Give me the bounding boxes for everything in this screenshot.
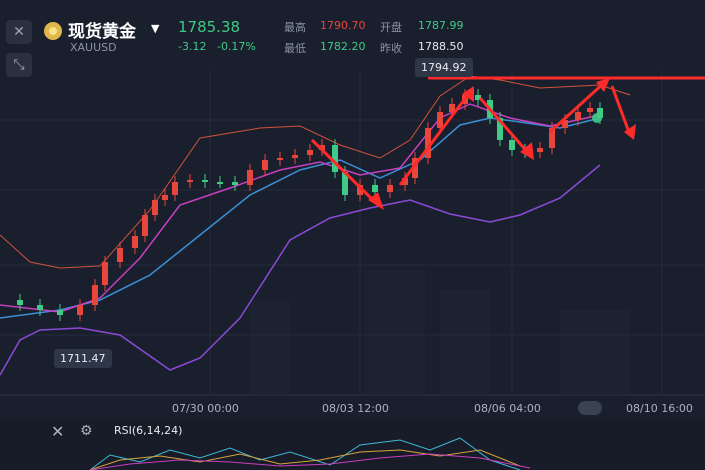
rsi-label: RSI(6,14,24) xyxy=(114,424,183,437)
candle xyxy=(77,305,83,315)
candle xyxy=(597,108,603,118)
high-label: 最高 xyxy=(284,21,306,34)
candle xyxy=(497,118,503,140)
low-value: 1782.20 xyxy=(320,40,366,53)
candle xyxy=(262,160,268,170)
candle xyxy=(562,120,568,128)
bollinger-upper xyxy=(0,75,631,269)
settings-icon[interactable]: ⚙ xyxy=(80,423,93,439)
shrink-icon[interactable]: ⤡ xyxy=(6,53,32,77)
candle xyxy=(342,172,348,195)
candle xyxy=(372,185,378,192)
candle xyxy=(217,182,223,184)
candle xyxy=(17,300,23,305)
change-percent: -0.17% xyxy=(216,40,256,53)
candle xyxy=(202,180,208,182)
gold-coin-icon xyxy=(44,22,62,40)
candle xyxy=(172,182,178,195)
candle xyxy=(307,150,313,155)
candle xyxy=(537,148,543,152)
zoom-toggle[interactable] xyxy=(578,401,602,415)
price-change: -3.12 -0.17% xyxy=(178,40,256,53)
x-axis-label-1: 07/30 00:00 xyxy=(172,402,239,415)
candle xyxy=(57,310,63,315)
bollinger-lower xyxy=(0,164,601,376)
candle xyxy=(412,158,418,178)
candle xyxy=(92,285,98,305)
last-price: 1785.38 xyxy=(178,18,241,36)
last-price-dot xyxy=(592,113,602,123)
candle xyxy=(187,180,193,182)
candle xyxy=(402,178,408,185)
close-icon[interactable]: ✕ xyxy=(6,20,32,44)
candle xyxy=(102,262,108,285)
high-value: 1790.70 xyxy=(320,19,366,32)
candle xyxy=(387,185,393,192)
candle xyxy=(37,305,43,310)
candle xyxy=(247,170,253,185)
chevron-down-icon[interactable]: ▼ xyxy=(151,22,160,35)
ma-magenta xyxy=(0,103,601,313)
candle xyxy=(162,195,168,200)
candle xyxy=(449,104,455,112)
x-axis-label-2: 08/03 12:00 xyxy=(322,402,389,415)
arrow-heads xyxy=(368,78,636,210)
candle xyxy=(117,248,123,262)
trend-annotations xyxy=(310,76,705,207)
candle xyxy=(509,140,515,150)
rsi-lines xyxy=(89,437,531,470)
prev-close-label: 昨收 xyxy=(380,42,402,55)
max-price-label: 1794.92 xyxy=(415,58,473,77)
candle xyxy=(587,108,593,112)
candlestick-series xyxy=(17,89,603,321)
candle xyxy=(142,215,148,236)
instrument-symbol: XAUUSD xyxy=(70,41,117,54)
open-label: 开盘 xyxy=(380,21,402,34)
change-value: -3.12 xyxy=(178,40,207,53)
candle xyxy=(277,158,283,160)
candle xyxy=(475,95,481,100)
candle xyxy=(437,112,443,128)
rsi-panel: ✕ ⚙ RSI(6,14,24) xyxy=(0,420,705,470)
low-label: 最低 xyxy=(284,42,306,55)
instrument-title[interactable]: 现货黄金 xyxy=(68,22,136,42)
open-value: 1787.99 xyxy=(418,19,464,32)
candle xyxy=(319,145,325,150)
prev-close-value: 1788.50 xyxy=(418,40,464,53)
close-icon[interactable]: ✕ xyxy=(51,422,65,441)
quote-header: ✕ ⤡ 现货黄金 ▼ XAUUSD 1785.38 -3.12 -0.17% 最… xyxy=(0,0,705,77)
candle xyxy=(357,185,363,195)
min-price-label: 1711.47 xyxy=(54,349,112,368)
ma-blue xyxy=(0,117,601,319)
x-axis-label-3: 08/06 04:00 xyxy=(474,402,541,415)
candle xyxy=(152,200,158,215)
candle xyxy=(232,182,238,185)
candle xyxy=(132,236,138,248)
candle xyxy=(549,128,555,148)
x-axis-label-4: 08/10 16:00 xyxy=(626,402,693,415)
candle xyxy=(292,155,298,158)
candle xyxy=(425,128,431,158)
candle xyxy=(332,145,338,172)
candle xyxy=(575,112,581,120)
